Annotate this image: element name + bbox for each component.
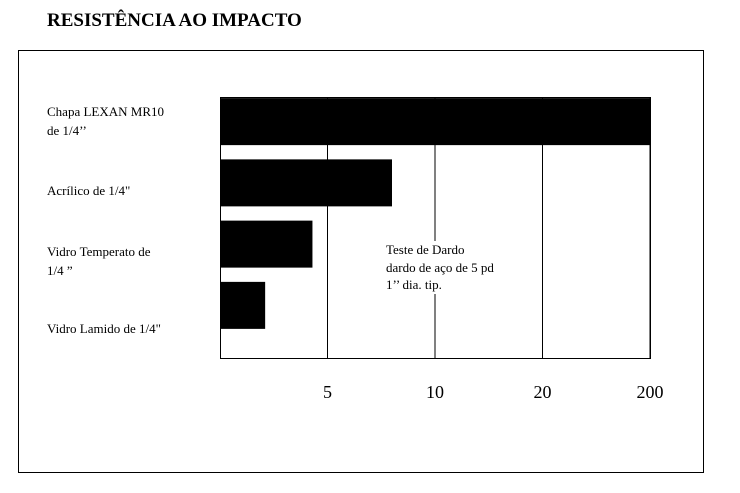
frame	[18, 50, 704, 473]
bar	[220, 159, 392, 207]
category-label: Vidro Temperato de 1/4 ”	[47, 244, 151, 278]
x-tick-label: 5	[323, 382, 332, 402]
bar	[220, 220, 313, 268]
category-label: Acrílico de 1/4"	[47, 183, 131, 198]
x-tick-label: 10	[426, 382, 444, 402]
category-label: Vidro Lamido de 1/4"	[47, 321, 161, 336]
annotation: Teste de Dardo dardo de aço de 5 pd 1’’ …	[382, 241, 498, 294]
x-tick-label: 200	[637, 382, 664, 402]
bar	[220, 281, 266, 329]
category-label: Chapa LEXAN MR10 de 1/4’’	[47, 104, 164, 138]
x-tick-label: 20	[534, 382, 552, 402]
chart-title: RESISTÊNCIA AO IMPACTO	[47, 10, 302, 31]
bar	[220, 98, 650, 146]
